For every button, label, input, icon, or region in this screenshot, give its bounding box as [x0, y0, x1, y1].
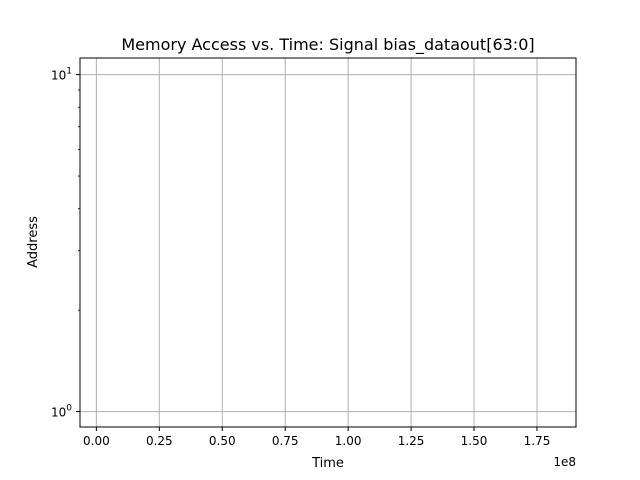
x-axis-ticks: 0.00 0.25 0.50 0.75 1.00 1.25 1.50 1.75 [83, 427, 550, 448]
grid-lines [80, 58, 576, 427]
x-tick-label: 1.00 [335, 434, 362, 448]
y-axis-label: Address [26, 216, 41, 268]
x-tick-label: 1.75 [524, 434, 551, 448]
x-tick-label: 0.00 [83, 434, 110, 448]
y-tick-label: 100 [51, 404, 72, 420]
x-tick-label: 1.50 [461, 434, 488, 448]
plot-frame [79, 57, 577, 428]
chart-title: Memory Access vs. Time: Signal bias_data… [121, 35, 534, 55]
y-axis-ticks: 100 101 [51, 67, 80, 420]
x-tick-label: 0.75 [272, 434, 299, 448]
x-tick-label: 0.50 [209, 434, 236, 448]
x-axis-label: Time [311, 456, 344, 471]
y-tick-label: 101 [51, 67, 72, 83]
x-tick-label: 0.25 [146, 434, 173, 448]
x-offset-label: 1e8 [553, 455, 576, 469]
x-tick-label: 1.25 [398, 434, 425, 448]
